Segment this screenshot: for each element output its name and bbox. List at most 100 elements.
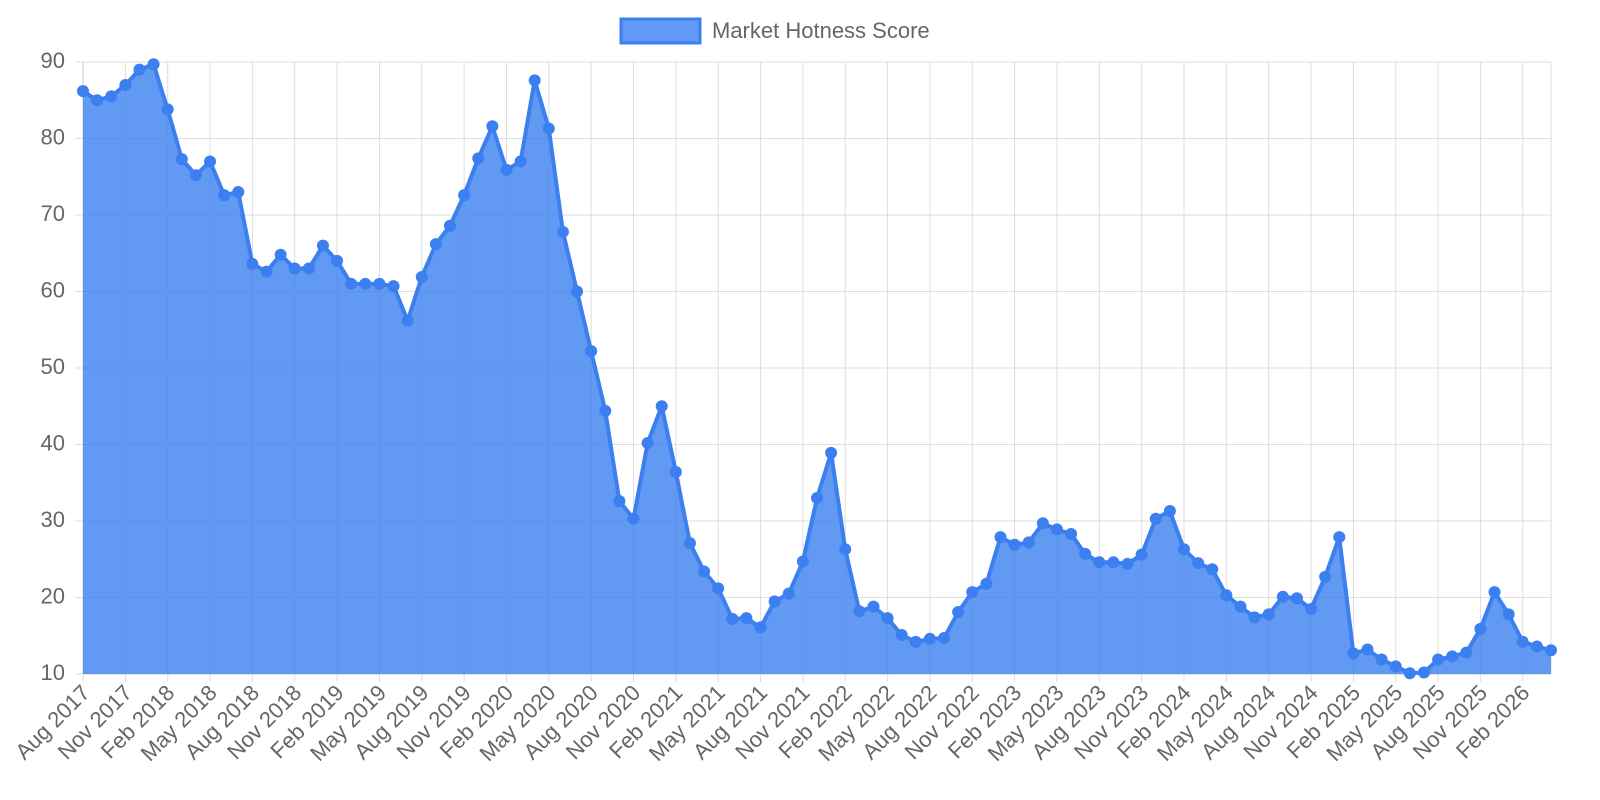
point: [274, 248, 287, 261]
point: [1276, 590, 1289, 603]
point: [1488, 586, 1501, 599]
point: [740, 612, 753, 625]
point: [923, 632, 936, 645]
point: [302, 262, 315, 275]
point: [542, 122, 555, 135]
point: [1403, 667, 1416, 680]
point: [514, 155, 527, 168]
point: [839, 543, 852, 556]
point: [1093, 556, 1106, 569]
point: [1530, 640, 1543, 653]
point: [373, 277, 386, 290]
point: [599, 404, 612, 417]
point: [316, 239, 329, 252]
point: [500, 163, 513, 176]
y-tick-label: 10: [41, 660, 65, 685]
point: [1474, 622, 1487, 635]
point: [105, 90, 118, 103]
point: [1333, 531, 1346, 544]
point: [218, 189, 231, 202]
point: [641, 436, 654, 449]
point: [867, 600, 880, 613]
point: [387, 280, 400, 293]
point: [881, 612, 894, 625]
point: [1121, 557, 1134, 570]
point: [571, 285, 584, 298]
point: [698, 565, 711, 578]
y-tick-label: 80: [41, 124, 65, 149]
point: [1220, 589, 1233, 602]
point: [1417, 666, 1430, 679]
point: [1036, 517, 1049, 530]
point: [1192, 557, 1205, 570]
point: [1432, 653, 1445, 666]
point: [1502, 608, 1515, 621]
point: [1347, 647, 1360, 660]
y-tick-label: 20: [41, 583, 65, 608]
y-tick-label: 70: [41, 201, 65, 226]
y-tick-label: 30: [41, 507, 65, 532]
point: [1516, 635, 1529, 648]
point: [91, 94, 104, 107]
point: [204, 155, 217, 168]
point: [1163, 505, 1176, 518]
point: [189, 169, 202, 182]
point: [1290, 592, 1303, 605]
point: [161, 103, 174, 116]
point: [1234, 600, 1247, 613]
point: [556, 225, 569, 238]
point: [585, 345, 598, 358]
point: [966, 586, 979, 599]
point: [147, 58, 160, 71]
point: [1107, 556, 1120, 569]
legend-label: Market Hotness Score: [712, 18, 930, 43]
y-tick-label: 60: [41, 277, 65, 302]
point: [1446, 650, 1459, 663]
point: [1375, 653, 1388, 666]
point: [1319, 570, 1332, 583]
area: [83, 64, 1551, 675]
point: [655, 400, 668, 413]
point: [768, 595, 781, 608]
point: [952, 606, 965, 619]
point: [528, 74, 541, 87]
point: [429, 238, 442, 251]
point: [1065, 528, 1078, 541]
point: [1008, 538, 1021, 551]
point: [1178, 543, 1190, 556]
point: [345, 277, 358, 290]
point: [133, 63, 146, 76]
point: [246, 257, 259, 270]
point: [1079, 547, 1092, 560]
point: [627, 512, 640, 525]
y-tick-label: 40: [41, 430, 65, 455]
point: [472, 152, 485, 165]
point: [782, 587, 795, 600]
point: [359, 277, 372, 290]
point: [909, 635, 922, 648]
point: [1206, 563, 1219, 576]
point: [1361, 643, 1374, 656]
point: [260, 265, 273, 278]
point: [994, 531, 1007, 544]
point: [796, 555, 809, 568]
point: [669, 466, 682, 479]
point: [938, 632, 951, 645]
point: [712, 582, 725, 595]
y-tick-label: 50: [41, 354, 65, 379]
point: [980, 577, 993, 590]
point: [486, 120, 499, 133]
point: [1389, 660, 1402, 673]
point: [232, 186, 245, 199]
point: [613, 495, 626, 508]
point: [1135, 548, 1148, 561]
y-tick-label: 90: [41, 48, 65, 73]
point: [415, 270, 428, 283]
point: [401, 314, 414, 327]
point: [444, 219, 456, 232]
point: [1460, 646, 1473, 659]
point: [288, 262, 301, 275]
point: [1262, 608, 1275, 621]
